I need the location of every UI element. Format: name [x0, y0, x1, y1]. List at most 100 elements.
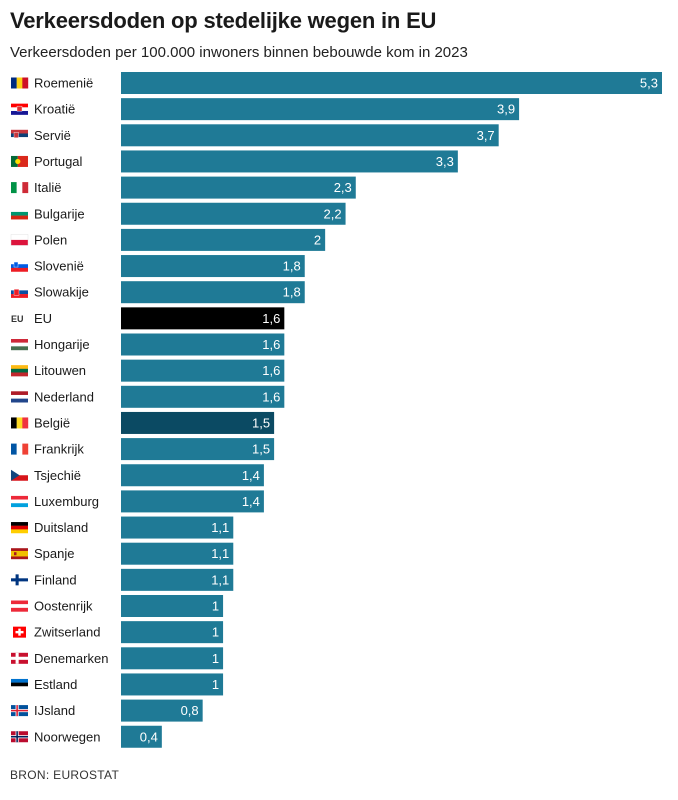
poland-flag-icon: [10, 234, 29, 246]
bulgaria-flag-icon: [11, 208, 28, 220]
italy-flag-icon: [11, 182, 29, 194]
value-label: 1,5: [252, 415, 270, 430]
bar: [121, 411, 275, 434]
bar: [121, 673, 224, 696]
chart-row: Hongarije 1,6: [11, 333, 285, 356]
category-label: Duitsland: [34, 520, 88, 535]
austria-flag-icon: [11, 600, 28, 612]
category-label: Finland: [34, 572, 77, 587]
category-label: Kroatië: [34, 102, 75, 117]
value-label: 1,6: [262, 311, 280, 326]
chart-row: Italië 2,3: [11, 176, 356, 199]
chart-row: Servië 3,7: [11, 124, 499, 147]
bar: [121, 699, 203, 722]
category-label: Nederland: [34, 389, 94, 404]
value-label: 1: [212, 599, 219, 614]
lithuania-flag-icon: [11, 365, 28, 377]
chart-row: Oostenrijk 1: [11, 595, 224, 617]
value-label: 0,8: [181, 703, 199, 718]
finland-flag-icon: [11, 574, 28, 586]
category-label: Italië: [34, 180, 61, 195]
chart-row: Frankrijk 1,5: [11, 438, 275, 461]
bar: [121, 647, 224, 670]
category-label: Spanje: [34, 546, 74, 561]
chart-row: Tsjechië 1,4: [11, 464, 264, 487]
netherlands-flag-icon: [11, 391, 28, 403]
bar: [121, 725, 162, 748]
value-label: 1,5: [252, 442, 270, 457]
bar: [121, 333, 285, 356]
chart-row: Portugal 3,3: [11, 150, 458, 173]
croatia-flag-icon: [11, 103, 28, 115]
belgium-flag-icon: [11, 417, 29, 429]
chart-row: Bulgarije 2,2: [11, 202, 346, 225]
bar: [121, 516, 234, 539]
slovenia-flag-icon: [11, 260, 28, 272]
bar: [121, 176, 356, 199]
value-label: 3,9: [497, 102, 515, 117]
chart-row: EU EU 1,6: [11, 307, 285, 330]
value-label: 3,7: [477, 128, 495, 143]
bar: [121, 568, 234, 591]
category-label: Luxemburg: [34, 494, 99, 509]
value-label: 0,4: [140, 729, 158, 744]
czechia-flag-icon: [11, 469, 28, 481]
bar: [121, 464, 264, 487]
switzerland-flag-icon: [13, 626, 26, 638]
portugal-flag-icon: [11, 155, 28, 167]
bar: [121, 228, 326, 251]
category-label: Hongarije: [34, 337, 90, 352]
chart-row: Denemarken 1: [11, 647, 224, 670]
chart-row: Polen 2: [10, 228, 326, 251]
value-label: 1,1: [211, 572, 229, 587]
value-label: 1: [212, 625, 219, 640]
chart-row: Noorwegen 0,4: [11, 725, 162, 748]
value-label: 1,4: [242, 494, 260, 509]
bar: [121, 621, 224, 644]
chart-row: IJsland 0,8: [11, 699, 203, 722]
chart-subtitle: Verkeersdoden per 100.000 inwoners binne…: [10, 44, 468, 61]
bar: [121, 595, 224, 617]
bar: [121, 385, 285, 408]
germany-flag-icon: [11, 522, 28, 534]
category-label: Servië: [34, 128, 71, 143]
category-label: Zwitserland: [34, 625, 100, 640]
chart-row: Kroatië 3,9: [11, 98, 520, 121]
category-label: Denemarken: [34, 651, 108, 666]
value-label: 1: [212, 677, 219, 692]
value-label: 2,3: [334, 180, 352, 195]
category-label: Tsjechië: [34, 468, 81, 483]
luxembourg-flag-icon: [11, 495, 28, 508]
category-label: Slovenië: [34, 259, 84, 274]
source-note: BRON: EUROSTAT: [10, 768, 120, 782]
romania-flag-icon: [11, 77, 29, 89]
category-label: Bulgarije: [34, 206, 85, 221]
denmark-flag-icon: [11, 652, 28, 664]
norway-flag-icon: [11, 731, 28, 743]
france-flag-icon: [11, 443, 29, 455]
hungary-flag-icon: [11, 339, 28, 351]
slovakia-flag-icon: [11, 286, 28, 298]
category-label: Frankrijk: [34, 442, 84, 457]
bar: [121, 359, 285, 382]
value-label: 1,1: [211, 520, 229, 535]
value-label: 1,6: [262, 337, 280, 352]
bar: [121, 98, 520, 121]
bar: [121, 72, 662, 94]
category-label: EU: [34, 311, 52, 326]
bar: [121, 255, 305, 278]
bar: [121, 281, 305, 304]
category-label: Litouwen: [34, 363, 86, 378]
spain-flag-icon: [11, 548, 28, 560]
category-label: Slowakije: [34, 285, 89, 300]
bar: [121, 542, 234, 565]
category-label: IJsland: [34, 703, 75, 718]
eu-flag-text: EU: [11, 314, 24, 324]
chart-row: Estland 1: [11, 673, 224, 696]
chart-row: Zwitserland 1: [13, 621, 224, 644]
chart-row: België 1,5: [11, 411, 275, 434]
chart-row: Roemenië 5,3: [11, 72, 662, 94]
bar: [121, 490, 264, 513]
category-label: Roemenië: [34, 76, 93, 91]
value-label: 1,8: [283, 259, 301, 274]
